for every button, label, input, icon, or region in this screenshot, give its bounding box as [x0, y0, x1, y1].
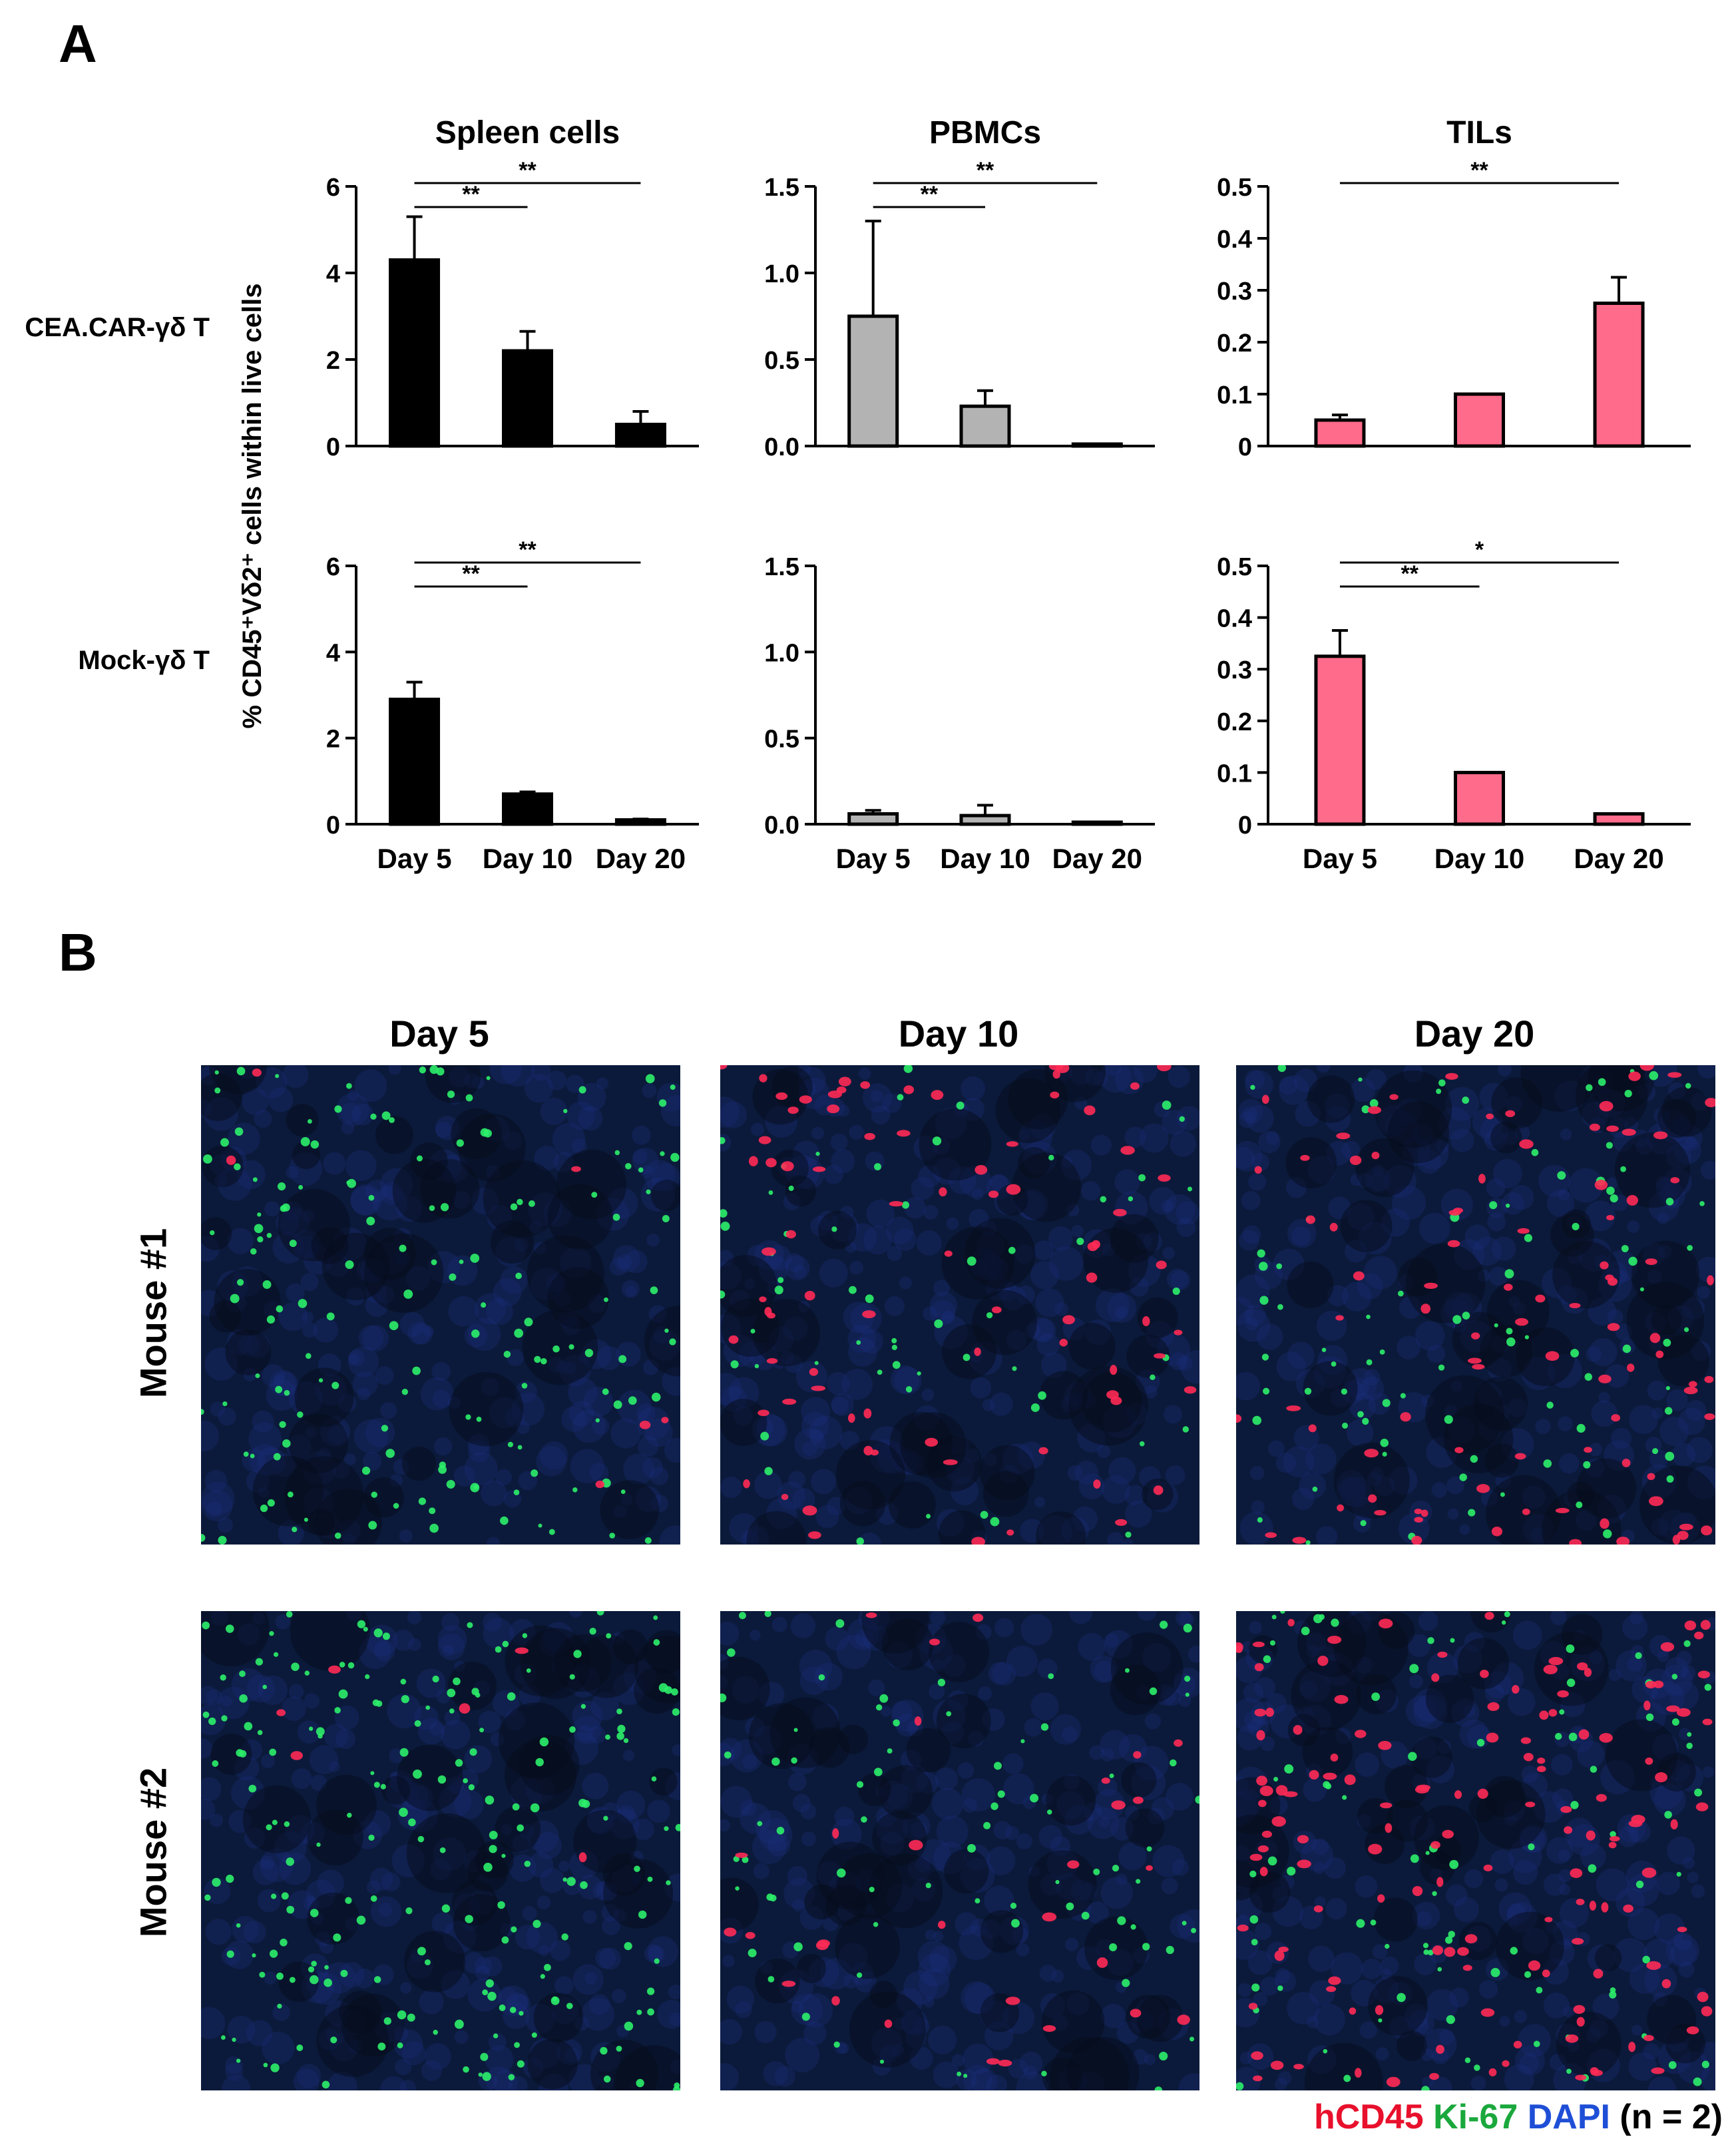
- chart-4-ytick-label: 0.5: [764, 726, 799, 754]
- chart-3-xtick-label: Day 10: [483, 843, 572, 874]
- chart-4-xtick-label: Day 20: [1052, 843, 1142, 874]
- chart-5-bar-1: [1454, 770, 1505, 826]
- chart-1-bar-1: [959, 404, 1011, 448]
- chart-5-ytick-label: 0.4: [1217, 605, 1252, 633]
- micro-row-title-mouse2: Mouse #2: [132, 1767, 174, 1938]
- fluorescence-texture: [201, 1065, 680, 1545]
- chart-4-xtick-label: Day 5: [836, 843, 911, 874]
- chart-0-bar-1: [502, 349, 553, 448]
- chart-5-ytick-label: 0.1: [1217, 760, 1252, 788]
- fluorescence-texture: [1236, 1065, 1715, 1545]
- chart-4-bar-1: [959, 814, 1011, 826]
- chart-0-sig-label: **: [462, 182, 480, 207]
- legend-ki67: Ki-67: [1433, 2098, 1518, 2136]
- chart-4-ytick-label: 1.5: [764, 553, 799, 581]
- chart-2-ytick-label: 0.2: [1217, 330, 1252, 358]
- chart-5-bar-2: [1593, 812, 1645, 826]
- chart-2-title: TILs: [1446, 115, 1512, 150]
- chart-2-sig-label: **: [1470, 158, 1488, 183]
- chart-0-ytick-label: 2: [326, 347, 340, 375]
- chart-1-ytick-label: 1.5: [764, 174, 799, 202]
- chart-1-ytick-label: 1.0: [764, 260, 799, 288]
- chart-3-xtick-label: Day 20: [596, 843, 686, 874]
- chart-3-ytick-label: 6: [326, 553, 340, 581]
- micro-image-mouse1-day10: [720, 1065, 1199, 1545]
- chart-3-xtick-label: Day 5: [377, 843, 452, 874]
- chart-1-bar-2: [1071, 442, 1123, 448]
- chart-3-bar-2: [614, 818, 666, 826]
- chart-3-bar-0: [389, 697, 441, 826]
- panel-a-label: A: [59, 14, 97, 73]
- micro-image-mouse1-day5: [201, 1065, 680, 1545]
- micro-image-mouse2-day10: [720, 1611, 1199, 2090]
- chart-0-bar-0: [389, 258, 441, 448]
- chart-5-ytick-label: 0: [1238, 812, 1252, 839]
- panel-a-charts: 0 2 4 6 ** ** Spleen cells CEA.CAR-γδ T 0.0 0.5 1.…: [25, 115, 1691, 874]
- chart-5-sig-label: *: [1475, 537, 1484, 563]
- chart-2-bar-0: [1314, 418, 1366, 448]
- legend-dapi: DAPI: [1527, 2098, 1610, 2136]
- chart-2-ytick-label: 0: [1238, 433, 1252, 461]
- micro-image-mouse2-day5: [201, 1611, 680, 2090]
- chart-4-bar-0: [847, 812, 899, 826]
- chart-2-bar-2: [1593, 302, 1645, 448]
- chart-5-xtick-label: Day 10: [1434, 843, 1524, 874]
- chart-2-ytick-label: 0.3: [1217, 278, 1252, 306]
- fluorescence-texture: [201, 1611, 680, 2090]
- chart-1-ytick-label: 0.5: [764, 347, 799, 375]
- chart-0-row-label: CEA.CAR-γδ T: [25, 313, 210, 342]
- micro-image-mouse2-day20: [1236, 1611, 1715, 2090]
- legend-hcd45: hCD45: [1313, 2098, 1424, 2136]
- micro-col-title-day10: Day 10: [898, 1013, 1019, 1055]
- chart-1-sig-label: **: [977, 158, 994, 183]
- chart-2-ytick-label: 0.4: [1217, 226, 1252, 254]
- chart-2-ytick-label: 0.1: [1217, 381, 1252, 409]
- chart-0-bar-2: [614, 423, 666, 448]
- chart-0-title: Spleen cells: [435, 115, 620, 150]
- chart-4-ytick-label: 1.0: [764, 639, 799, 667]
- chart-2-ytick-label: 0.5: [1217, 174, 1252, 202]
- panel-b-label: B: [59, 923, 97, 982]
- chart-1-ytick-label: 0.0: [764, 433, 799, 461]
- chart-3-ytick-label: 0: [326, 812, 340, 839]
- y-axis-label: % CD45⁺Vδ2⁺ cells within live cells: [238, 284, 267, 729]
- fluorescence-texture: [720, 1611, 1199, 2090]
- chart-5-ytick-label: 0.3: [1217, 656, 1252, 684]
- micro-col-title-day5: Day 5: [389, 1013, 489, 1055]
- chart-5-ytick-label: 0.5: [1217, 553, 1252, 581]
- fluorescence-texture: [1236, 1611, 1715, 2090]
- stain-legend: hCD45 Ki-67 DAPI (n = 2): [1314, 2097, 1723, 2137]
- chart-1-bar-0: [847, 314, 899, 448]
- chart-1-title: PBMCs: [929, 115, 1041, 150]
- chart-0-ytick-label: 6: [326, 174, 340, 202]
- chart-4-bar-2: [1071, 820, 1123, 826]
- chart-0-ytick-label: 4: [326, 260, 340, 288]
- chart-5-sig-label: **: [1401, 561, 1418, 587]
- chart-3-row-label: Mock-γδ T: [78, 646, 210, 675]
- chart-3-sig-label: **: [519, 537, 537, 563]
- micro-row-title-mouse1: Mouse #1: [132, 1228, 174, 1399]
- chart-3-sig-label: **: [462, 561, 480, 587]
- chart-5-bar-0: [1314, 654, 1366, 826]
- legend-n: (n = 2): [1620, 2098, 1723, 2136]
- chart-3-ytick-label: 2: [326, 726, 340, 754]
- chart-4-xtick-label: Day 10: [940, 843, 1030, 874]
- chart-0-ytick-label: 0: [326, 433, 340, 461]
- fluorescence-texture: [720, 1065, 1199, 1545]
- micro-image-mouse1-day20: [1236, 1065, 1715, 1545]
- chart-4-ytick-label: 0.0: [764, 812, 799, 839]
- chart-1-sig-label: **: [921, 182, 939, 207]
- chart-3-bar-1: [502, 792, 553, 826]
- micro-col-title-day20: Day 20: [1414, 1013, 1535, 1055]
- chart-5-ytick-label: 0.2: [1217, 708, 1252, 736]
- chart-5-xtick-label: Day 5: [1303, 843, 1377, 874]
- chart-3-ytick-label: 4: [326, 639, 340, 667]
- chart-0-sig-label: **: [519, 158, 537, 183]
- chart-2-bar-1: [1454, 392, 1505, 448]
- chart-5-xtick-label: Day 20: [1574, 843, 1663, 874]
